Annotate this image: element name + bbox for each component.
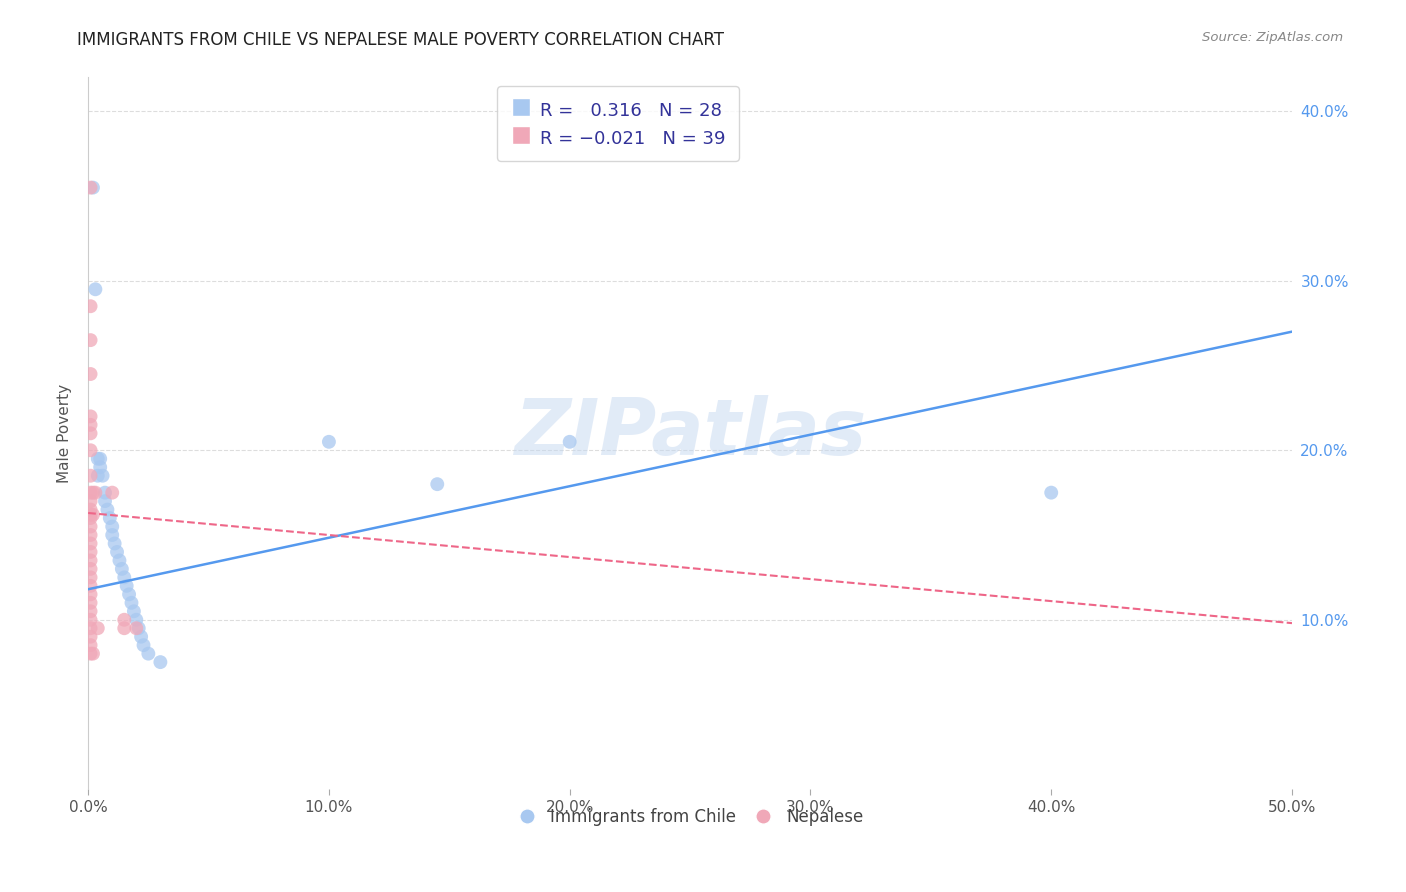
Text: IMMIGRANTS FROM CHILE VS NEPALESE MALE POVERTY CORRELATION CHART: IMMIGRANTS FROM CHILE VS NEPALESE MALE P… xyxy=(77,31,724,49)
Point xyxy=(79,333,101,347)
Point xyxy=(111,562,134,576)
Point xyxy=(104,536,127,550)
Point xyxy=(79,587,101,601)
Point xyxy=(79,299,101,313)
Point xyxy=(121,596,143,610)
Point xyxy=(426,477,449,491)
Point xyxy=(94,494,117,508)
Point xyxy=(118,587,141,601)
Point xyxy=(108,553,131,567)
Point xyxy=(79,519,101,533)
Point xyxy=(79,502,101,516)
Point xyxy=(112,613,135,627)
Point xyxy=(79,596,101,610)
Point xyxy=(94,485,117,500)
Point xyxy=(84,282,107,296)
Point xyxy=(79,417,101,432)
Text: ZIPatlas: ZIPatlas xyxy=(515,395,866,471)
Point xyxy=(79,604,101,618)
Point xyxy=(115,579,138,593)
Point xyxy=(125,613,148,627)
Point xyxy=(87,621,110,635)
Point xyxy=(96,502,118,516)
Point xyxy=(101,485,124,500)
Point xyxy=(79,647,101,661)
Point xyxy=(79,485,101,500)
Point xyxy=(87,468,110,483)
Point xyxy=(87,451,110,466)
Point xyxy=(132,638,155,652)
Point xyxy=(82,508,104,522)
Point xyxy=(79,494,101,508)
Point xyxy=(91,468,114,483)
Point xyxy=(79,180,101,194)
Point xyxy=(79,562,101,576)
Point xyxy=(79,511,101,525)
Point xyxy=(79,367,101,381)
Point xyxy=(122,604,145,618)
Point xyxy=(79,613,101,627)
Point xyxy=(79,426,101,441)
Point xyxy=(79,545,101,559)
Point xyxy=(82,647,104,661)
Point xyxy=(79,528,101,542)
Point xyxy=(79,579,101,593)
Point xyxy=(101,528,124,542)
Text: Source: ZipAtlas.com: Source: ZipAtlas.com xyxy=(1202,31,1343,45)
Point xyxy=(79,630,101,644)
Point xyxy=(79,638,101,652)
Point xyxy=(138,647,160,661)
Point xyxy=(558,434,581,449)
Legend: Immigrants from Chile, Nepalese: Immigrants from Chile, Nepalese xyxy=(509,799,872,834)
Point xyxy=(89,451,111,466)
Point xyxy=(82,180,104,194)
Point xyxy=(318,434,340,449)
Point xyxy=(84,485,107,500)
Point xyxy=(79,553,101,567)
Point xyxy=(79,621,101,635)
Point xyxy=(98,511,121,525)
Point xyxy=(79,570,101,584)
Point xyxy=(82,485,104,500)
Point xyxy=(79,468,101,483)
Point xyxy=(105,545,128,559)
Point xyxy=(79,508,101,522)
Point xyxy=(79,536,101,550)
Y-axis label: Male Poverty: Male Poverty xyxy=(58,384,72,483)
Point xyxy=(79,443,101,458)
Point xyxy=(125,621,148,635)
Point xyxy=(89,460,111,475)
Point xyxy=(79,409,101,424)
Point xyxy=(128,621,150,635)
Point xyxy=(129,630,152,644)
Point xyxy=(149,655,172,669)
Point xyxy=(1040,485,1063,500)
Point xyxy=(112,621,135,635)
Point xyxy=(112,570,135,584)
Point xyxy=(101,519,124,533)
